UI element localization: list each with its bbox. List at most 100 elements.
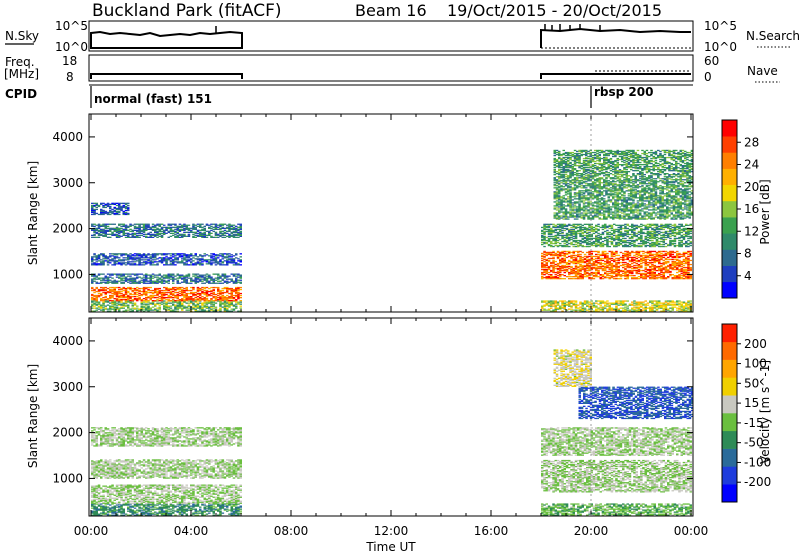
data-cell bbox=[199, 298, 202, 300]
data-cell bbox=[687, 272, 690, 275]
data-cell bbox=[217, 288, 220, 291]
data-cell bbox=[556, 257, 560, 260]
data-cell bbox=[640, 223, 643, 225]
data-cell bbox=[541, 230, 544, 233]
data-cell bbox=[610, 309, 614, 311]
data-cell bbox=[561, 254, 564, 257]
data-cell bbox=[644, 309, 647, 311]
data-cell bbox=[604, 301, 607, 303]
data-cell bbox=[167, 279, 170, 281]
data-cell bbox=[635, 227, 638, 230]
data-cell bbox=[109, 207, 112, 210]
data-cell bbox=[223, 264, 227, 266]
data-cell bbox=[201, 308, 204, 310]
data-cell bbox=[106, 225, 110, 227]
data-cell bbox=[221, 306, 225, 308]
data-cell bbox=[658, 301, 661, 303]
data-cell bbox=[619, 304, 623, 306]
data-cell bbox=[230, 301, 233, 303]
data-cell bbox=[111, 227, 114, 229]
data-cell bbox=[586, 243, 589, 246]
data-cell bbox=[552, 265, 555, 268]
data-cell bbox=[662, 271, 665, 274]
data-cell bbox=[181, 300, 184, 302]
data-cell bbox=[550, 240, 553, 243]
data-cell bbox=[91, 301, 94, 303]
data-cell bbox=[95, 304, 98, 306]
data-cell bbox=[113, 229, 116, 231]
data-cell bbox=[552, 231, 555, 234]
data-cell bbox=[583, 267, 587, 270]
data-cell bbox=[181, 236, 184, 238]
data-cell bbox=[606, 238, 609, 241]
data-cell bbox=[102, 262, 105, 264]
data-cell bbox=[91, 297, 94, 299]
data-cell bbox=[556, 268, 560, 271]
data-cell bbox=[111, 297, 114, 299]
data-cell bbox=[550, 229, 553, 232]
data-cell bbox=[554, 238, 557, 241]
data-cell bbox=[570, 300, 573, 302]
data-cell bbox=[106, 277, 110, 279]
data-cell bbox=[102, 273, 105, 275]
data-cell bbox=[154, 281, 157, 283]
data-cell bbox=[608, 225, 611, 227]
data-cell bbox=[190, 282, 193, 284]
data-cell bbox=[120, 262, 123, 264]
data-cell bbox=[660, 274, 663, 276]
data-cell bbox=[228, 258, 231, 260]
data-cell bbox=[160, 253, 164, 255]
data-cell bbox=[586, 251, 589, 254]
data-cell bbox=[644, 300, 647, 302]
data-cell bbox=[192, 303, 195, 305]
data-cell bbox=[223, 280, 227, 282]
data-cell bbox=[131, 307, 134, 309]
data-cell bbox=[201, 259, 204, 261]
data-cell bbox=[559, 300, 562, 302]
data-cell bbox=[590, 268, 593, 271]
data-cell bbox=[619, 274, 623, 276]
data-cell bbox=[615, 274, 618, 276]
data-cell bbox=[664, 306, 668, 308]
data-cell bbox=[95, 258, 98, 260]
data-cell bbox=[133, 264, 137, 266]
data-cell bbox=[106, 211, 110, 214]
data-cell bbox=[115, 236, 119, 238]
data-cell bbox=[138, 280, 141, 282]
data-cell bbox=[97, 256, 101, 258]
data-cell bbox=[221, 255, 225, 257]
data-cell bbox=[547, 277, 551, 279]
data-cell bbox=[169, 300, 173, 302]
data-cell bbox=[678, 265, 681, 268]
data-cell bbox=[590, 253, 593, 256]
data-cell bbox=[588, 245, 591, 248]
data-cell bbox=[192, 292, 195, 295]
data-cell bbox=[91, 223, 94, 225]
data-cell bbox=[622, 261, 625, 264]
data-cell bbox=[97, 292, 101, 295]
data-cell bbox=[235, 290, 238, 293]
data-cell bbox=[232, 260, 236, 262]
data-cell bbox=[183, 290, 186, 293]
data-cell bbox=[590, 225, 593, 227]
data-cell bbox=[642, 278, 645, 280]
data-cell bbox=[543, 269, 546, 272]
data-cell bbox=[138, 236, 141, 238]
data-cell bbox=[671, 309, 674, 311]
data-cell bbox=[111, 288, 114, 291]
data-cell bbox=[201, 235, 204, 237]
data-cell bbox=[210, 277, 213, 279]
data-cell bbox=[649, 234, 652, 237]
data-cell bbox=[687, 278, 690, 280]
data-cell bbox=[226, 282, 229, 284]
data-cell bbox=[541, 238, 544, 241]
data-cell bbox=[158, 257, 161, 259]
data-cell bbox=[583, 301, 587, 303]
data-cell bbox=[581, 266, 584, 269]
data-cell bbox=[604, 307, 607, 309]
data-cell bbox=[577, 304, 580, 306]
data-cell bbox=[181, 277, 184, 279]
data-cell bbox=[183, 293, 186, 296]
data-cell bbox=[115, 293, 119, 296]
data-cell bbox=[91, 287, 94, 290]
